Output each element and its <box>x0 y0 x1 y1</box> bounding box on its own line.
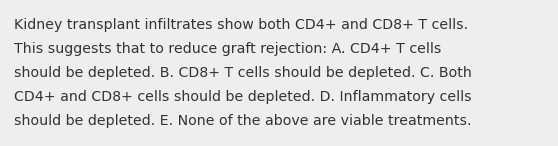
Text: This suggests that to reduce graft rejection: A. CD4+ T cells: This suggests that to reduce graft rejec… <box>14 42 441 56</box>
Text: should be depleted. E. None of the above are viable treatments.: should be depleted. E. None of the above… <box>14 114 472 128</box>
Text: CD4+ and CD8+ cells should be depleted. D. Inflammatory cells: CD4+ and CD8+ cells should be depleted. … <box>14 90 472 104</box>
Text: should be depleted. B. CD8+ T cells should be depleted. C. Both: should be depleted. B. CD8+ T cells shou… <box>14 66 472 80</box>
Text: Kidney transplant infiltrates show both CD4+ and CD8+ T cells.: Kidney transplant infiltrates show both … <box>14 18 468 32</box>
